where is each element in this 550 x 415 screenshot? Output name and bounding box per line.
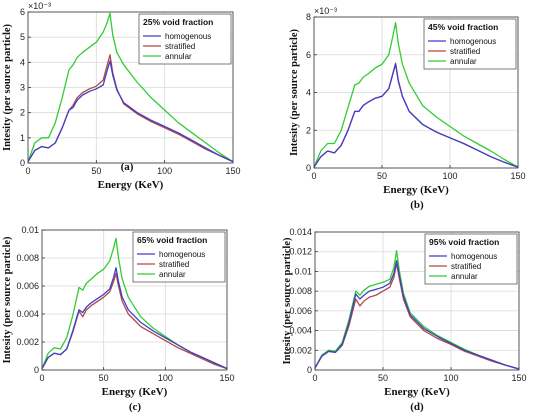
legend-entry: homogenous <box>165 32 211 41</box>
x-tick-label: 0 <box>39 373 44 383</box>
x-tick-label: 100 <box>443 373 458 383</box>
y-tick-label: 3 <box>20 83 25 93</box>
y-tick-label: 0.008 <box>16 253 39 263</box>
series-line-annular <box>27 12 234 163</box>
chart-panel: 0 50 100 150 0 0.002 0.004 0.006 0.008 0.01 65% vo… <box>2 225 235 413</box>
chart-panel: 0 50 100 150 0 0.002 0.004 0.006 0.008 0.01 0.012 0… <box>282 227 527 413</box>
y-tick-label: 0 <box>307 365 312 375</box>
y-tick-label: 0 <box>34 365 39 375</box>
series-line-annular <box>313 22 519 168</box>
y-tick-label: 0.012 <box>289 247 312 257</box>
legend-entry: stratified <box>451 262 481 271</box>
y-tick-label: 2 <box>306 125 311 135</box>
y-tick-label: 4 <box>20 57 25 67</box>
y-tick-label: 0.002 <box>16 337 39 347</box>
legend-entry: annular <box>450 57 477 66</box>
y-tick-label: 1 <box>20 133 25 143</box>
y-axis-label: Intesity (per source particle) <box>282 237 293 365</box>
legend-title: 25% void fraction <box>143 17 213 27</box>
legend-entry: homogenous <box>451 252 497 261</box>
x-tick-label: 150 <box>511 373 526 383</box>
chart-panel: 0 50 100 150 0 2 4 6 8×10⁻³ 45% void fraction homo… <box>289 6 526 211</box>
legend-entry: homogenous <box>450 37 496 46</box>
y-tick-label: 2 <box>20 108 25 118</box>
series-line-homogenous <box>314 259 520 370</box>
x-tick-label: 100 <box>157 166 172 176</box>
x-tick-label: 50 <box>99 373 109 383</box>
legend-entry: stratified <box>159 260 189 269</box>
y-tick-label: 4 <box>306 88 311 98</box>
y-tick-label: 0.008 <box>289 286 312 296</box>
y-tick-label: 8 <box>306 12 311 22</box>
legend-entry: stratified <box>450 47 480 56</box>
legend-title: 95% void fraction <box>429 237 499 247</box>
legend-entry: stratified <box>165 42 195 51</box>
x-tick-label: 0 <box>312 373 317 383</box>
y-tick-label: 0.01 <box>294 266 312 276</box>
x-tick-label: 150 <box>510 171 525 181</box>
y-axis-label: Intesity (per source particle) <box>289 28 300 156</box>
legend-entry: annular <box>165 52 192 61</box>
x-tick-label: 100 <box>158 373 173 383</box>
series-line-stratified <box>313 62 519 168</box>
y-tick-label: 0.002 <box>289 345 312 355</box>
panel-label: (a) <box>121 161 134 173</box>
y-tick-label: 0.006 <box>16 281 39 291</box>
y-tick-label: 0 <box>20 158 25 168</box>
y-tick-label: 0 <box>306 163 311 173</box>
chart-panel: 0 50 100 150 0 1 2 3 4 5 6×10⁻³ 25% void fraction ho… <box>2 1 241 191</box>
series-line-stratified <box>41 272 228 370</box>
y-tick-label: 0.004 <box>289 326 312 336</box>
x-tick-label: 50 <box>378 373 388 383</box>
legend: 95% void fraction homogenousstratifiedann… <box>424 233 518 285</box>
y-tick-label: 5 <box>20 32 25 42</box>
x-tick-label: 50 <box>377 171 387 181</box>
y-axis-label: Intesity (per source particle) <box>2 236 13 364</box>
y-tick-label: 6 <box>20 7 25 17</box>
series-line-homogenous <box>41 267 228 370</box>
y-axis-label: Intesity (per source particle) <box>2 23 13 151</box>
x-tick-label: 0 <box>311 171 316 181</box>
y-tick-label: 0.004 <box>16 309 39 319</box>
legend-entry: homogenous <box>159 250 205 259</box>
plot-frame <box>314 231 520 371</box>
legend-title: 65% void fraction <box>137 235 207 245</box>
x-axis-label: Energy (KeV) <box>383 184 449 196</box>
x-tick-label: 0 <box>25 166 30 176</box>
series-line-homogenous <box>27 60 234 163</box>
y-tick-label: 0.01 <box>21 225 39 235</box>
legend: 25% void fraction homogenousstratifiedann… <box>138 13 232 65</box>
y-scale-label: ×10⁻³ <box>28 1 51 11</box>
x-axis-label: Energy (KeV) <box>102 386 168 398</box>
x-axis-label: Energy (KeV) <box>98 179 164 191</box>
panel-label: (c) <box>129 401 142 413</box>
panel-label: (b) <box>410 199 424 211</box>
series-line-homogenous <box>313 63 519 168</box>
x-tick-label: 100 <box>442 171 457 181</box>
x-tick-label: 150 <box>225 166 240 176</box>
y-tick-label: 6 <box>306 50 311 60</box>
legend-entry: annular <box>451 272 478 281</box>
y-tick-label: 0.014 <box>289 227 312 237</box>
legend-title: 45% void fraction <box>428 22 498 32</box>
legend-entry: annular <box>159 270 186 279</box>
y-tick-label: 0.006 <box>289 306 312 316</box>
x-tick-label: 50 <box>91 166 101 176</box>
legend: 45% void fraction homogenousstratifiedann… <box>423 18 517 70</box>
plot-frame <box>41 229 228 371</box>
y-scale-label: ×10⁻³ <box>314 6 337 16</box>
legend: 65% void fraction homogenousstratifiedann… <box>132 231 226 283</box>
x-tick-label: 150 <box>219 373 234 383</box>
panel-label: (d) <box>410 401 424 413</box>
x-axis-label: Energy (KeV) <box>384 386 450 398</box>
